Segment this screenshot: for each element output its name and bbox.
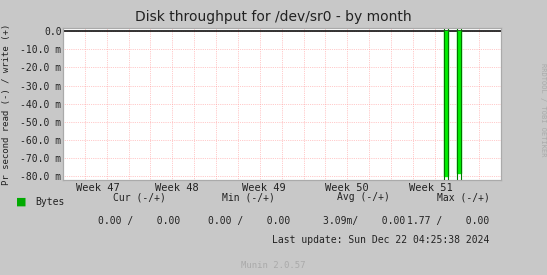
- Text: Cur (-/+): Cur (-/+): [113, 192, 166, 202]
- Text: Last update: Sun Dec 22 04:25:38 2024: Last update: Sun Dec 22 04:25:38 2024: [272, 235, 490, 245]
- Text: Max (-/+): Max (-/+): [437, 192, 490, 202]
- Text: 1.77 /    0.00: 1.77 / 0.00: [408, 216, 490, 226]
- Text: ■: ■: [16, 197, 27, 207]
- Text: Pr second read (-) / write (+): Pr second read (-) / write (+): [2, 24, 11, 185]
- Text: Min (-/+): Min (-/+): [223, 192, 275, 202]
- Text: 0.00 /    0.00: 0.00 / 0.00: [208, 216, 290, 226]
- Text: Avg (-/+): Avg (-/+): [337, 192, 390, 202]
- Text: 0.00 /    0.00: 0.00 / 0.00: [98, 216, 181, 226]
- Text: 3.09m/    0.00: 3.09m/ 0.00: [323, 216, 405, 226]
- Text: Disk throughput for /dev/sr0 - by month: Disk throughput for /dev/sr0 - by month: [135, 10, 412, 24]
- Text: Bytes: Bytes: [36, 197, 65, 207]
- Text: Munin 2.0.57: Munin 2.0.57: [241, 260, 306, 270]
- Text: RRDTOOL / TOBI OETIKER: RRDTOOL / TOBI OETIKER: [540, 63, 546, 157]
